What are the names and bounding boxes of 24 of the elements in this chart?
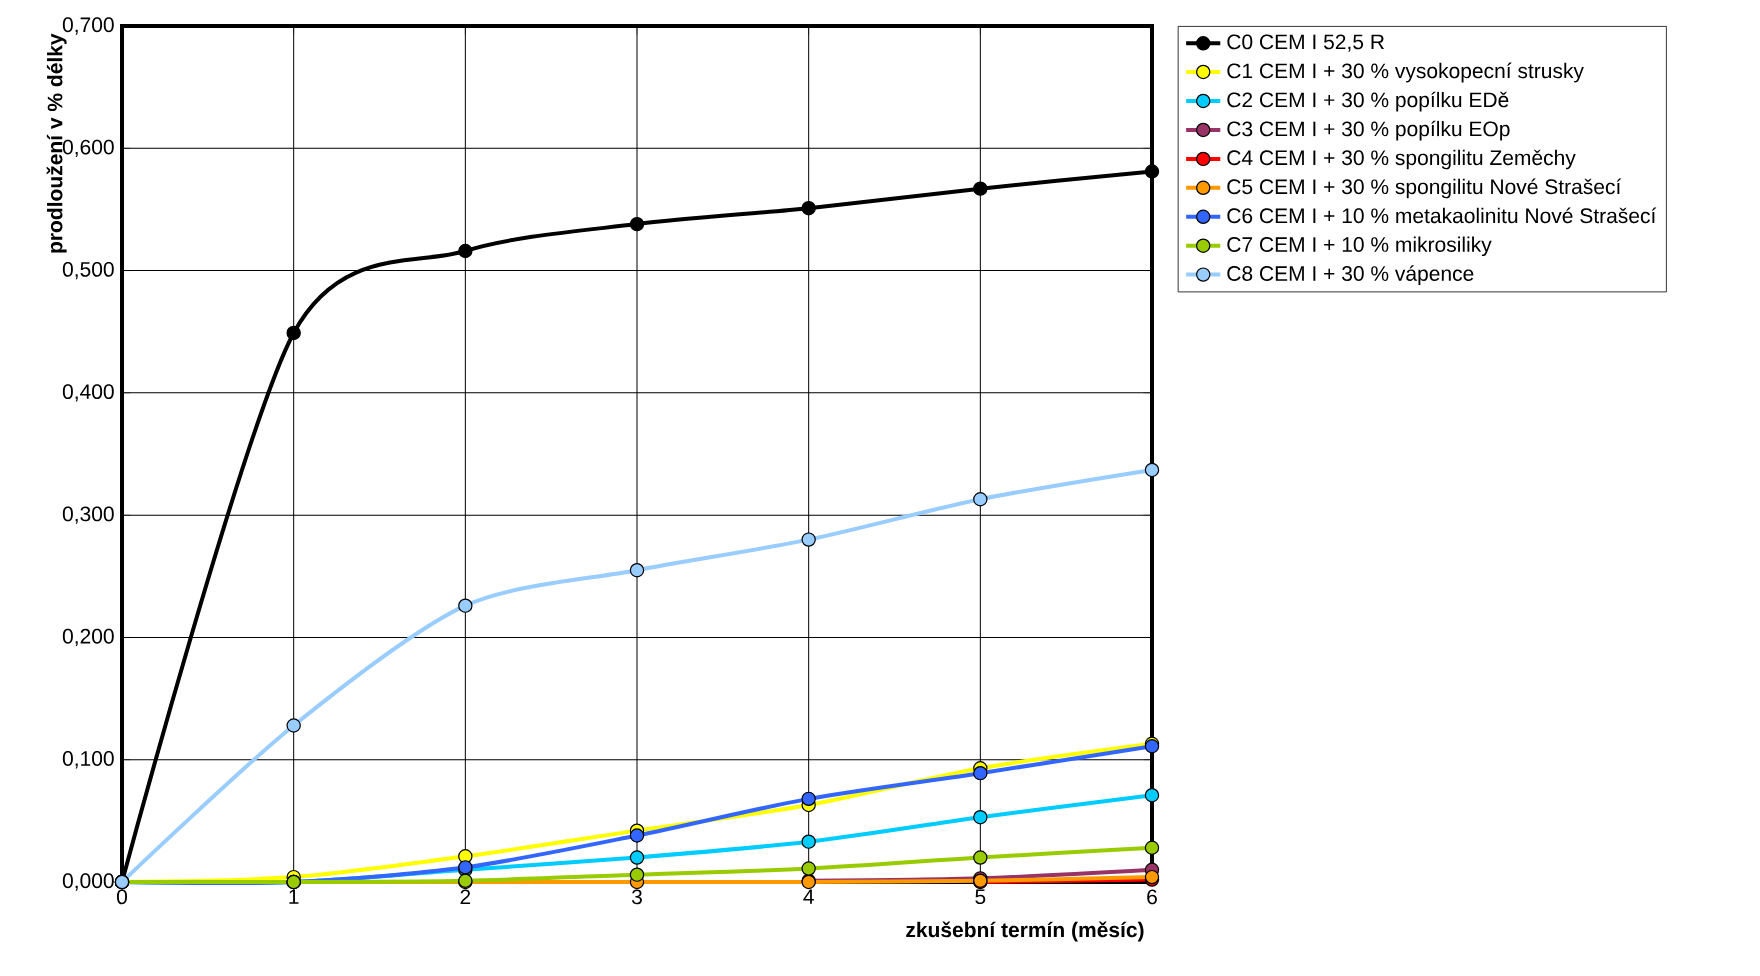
- y-tick-label: 0,300: [62, 506, 114, 524]
- y-tick-label: 0,100: [62, 751, 114, 769]
- y-tick-label: 0,000: [62, 873, 114, 891]
- x-tick-label: 5: [975, 889, 986, 905]
- x-tick-label: 3: [631, 889, 642, 905]
- x-axis-title: zkušební termín (měsíc): [906, 921, 1144, 942]
- legend-label: C2 CEM I + 30 % popílku EDě: [1227, 91, 1509, 112]
- legend-label: C7 CEM I + 10 % mikrosiliky: [1227, 236, 1492, 257]
- y-tick-label: 0,500: [62, 261, 114, 280]
- legend-label: C5 CEM I + 30 % spongilitu Nové Strašecí: [1227, 178, 1622, 199]
- legend-label: C8 CEM I + 30 % vápence: [1227, 265, 1474, 286]
- y-tick-label: 0,400: [62, 384, 114, 402]
- x-tick-label: 1: [289, 889, 299, 904]
- legend-label: C1 CEM I + 30 % vysokopecní strusky: [1227, 62, 1584, 83]
- x-tick-label: 4: [803, 889, 814, 904]
- y-tick-label: 0,700: [62, 17, 114, 35]
- y-tick-label: 0,200: [62, 628, 114, 647]
- x-tick-label: 0: [116, 889, 128, 905]
- legend-label: C3 CEM I + 30 % popílku EOp: [1227, 120, 1510, 141]
- legend-label: C0 CEM I 52,5 R: [1227, 34, 1384, 52]
- x-tick-label: 2: [460, 889, 471, 905]
- x-tick-label: 6: [1147, 889, 1157, 905]
- legend-label: C4 CEM I + 30 % spongilitu Zeměchy: [1227, 149, 1576, 170]
- legend-label: C6 CEM I + 10 % metakaolinitu Nové Strašecí: [1227, 207, 1657, 224]
